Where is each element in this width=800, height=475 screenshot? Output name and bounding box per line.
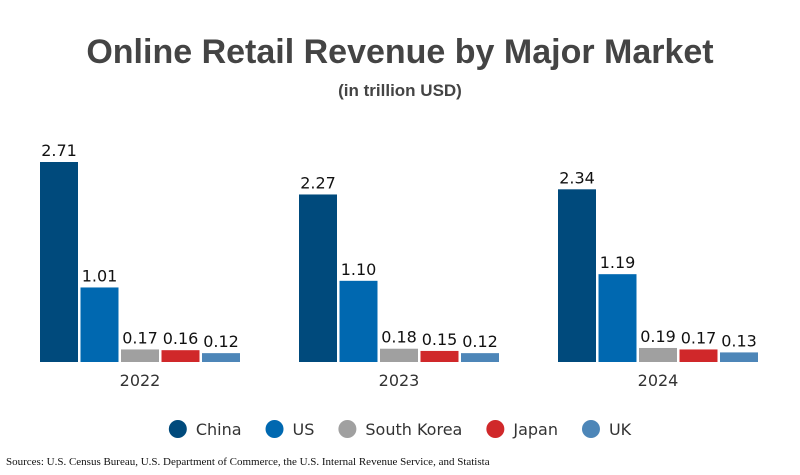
bar-area: 2.711.010.17 0.16 0.122.271.100.18 0.15 0.12… (40, 141, 758, 362)
value-label-uk-2024: 0.13 (721, 331, 757, 350)
category-axis-labels: 2022 2023 2024 (120, 371, 679, 390)
legend-marker-uk (581, 420, 600, 438)
bar-us-2023 (339, 280, 378, 362)
legend-label-china: China (196, 420, 242, 439)
bar-us-2022 (80, 287, 119, 362)
value-label-japan-2022: 0.16 (163, 329, 199, 348)
bar-japan-2023 (420, 350, 459, 362)
bar-japan-2022 (161, 350, 200, 362)
value-label-uk-2023: 0.12 (462, 332, 498, 351)
bar-japan-2024 (679, 349, 718, 362)
category-label-2022: 2022 (120, 371, 161, 390)
legend-label-south-korea: South Korea (365, 420, 462, 439)
legend: China US South Korea Japan UK (168, 420, 632, 439)
bar-china-2023 (299, 194, 337, 362)
value-label-china-2023: 2.27 (300, 173, 336, 192)
legend-marker-us (265, 420, 284, 438)
source-note: Sources: U.S. Census Bureau, U.S. Depart… (6, 456, 490, 468)
value-label-china-2024: 2.34 (559, 168, 595, 187)
legend-marker-china (168, 420, 187, 438)
value-label-south-korea-2024: 0.19 (640, 327, 676, 346)
value-label-us-2023: 1.10 (341, 260, 377, 279)
legend-marker-south-korea (338, 420, 357, 438)
bar-us-2024 (598, 274, 637, 362)
bar-china-2022 (40, 162, 78, 362)
value-label-china-2022: 2.71 (41, 141, 77, 160)
chart-subtitle: (in trillion USD) (338, 81, 462, 100)
bar-china-2024 (558, 189, 596, 362)
value-label-japan-2023: 0.15 (422, 330, 458, 349)
category-label-2024: 2024 (638, 371, 679, 390)
value-label-us-2022: 1.01 (82, 266, 118, 285)
legend-label-japan: Japan (512, 420, 558, 439)
value-label-us-2024: 1.19 (600, 253, 636, 272)
category-label-2023: 2023 (379, 371, 420, 390)
value-label-south-korea-2023: 0.18 (381, 328, 417, 347)
chart-title: Online Retail Revenue by Major Market (86, 33, 713, 71)
value-label-japan-2024: 0.17 (681, 328, 717, 347)
legend-label-uk: UK (609, 420, 632, 439)
value-label-uk-2022: 0.12 (203, 332, 239, 351)
bar-uk-2023 (461, 353, 499, 362)
bar-south-korea-2024 (639, 347, 677, 362)
legend-marker-japan (486, 420, 505, 438)
bar-south-korea-2023 (380, 348, 418, 362)
value-label-south-korea-2022: 0.17 (122, 328, 158, 347)
bar-uk-2022 (202, 353, 240, 362)
bar-south-korea-2022 (121, 349, 159, 362)
legend-label-us: US (293, 420, 315, 439)
bar-uk-2024 (720, 352, 758, 362)
